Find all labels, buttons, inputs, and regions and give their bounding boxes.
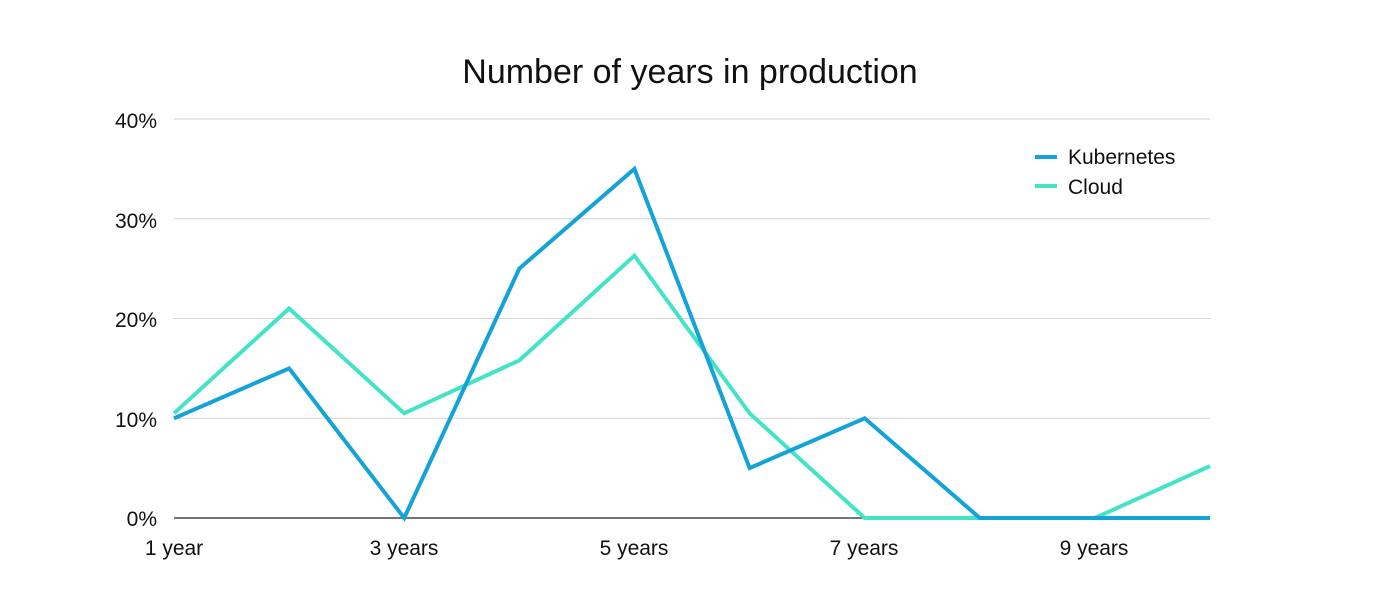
x-tick-label-7-years: 7 years xyxy=(830,537,899,560)
y-tick-label-10: 10% xyxy=(115,409,157,432)
y-tick-label-20: 20% xyxy=(115,309,157,332)
x-tick-label-5-years: 5 years xyxy=(600,537,669,560)
series-lines xyxy=(172,165,1211,522)
series-line-kubernetes xyxy=(173,165,1210,522)
y-tick-label-0: 0% xyxy=(127,508,157,531)
y-tick-label-30: 30% xyxy=(115,210,157,233)
legend-item-cloud: Cloud xyxy=(1035,176,1123,199)
x-tick-label-9-years: 9 years xyxy=(1060,537,1129,560)
chart-title: Number of years in production xyxy=(462,53,917,91)
series-line-cloud xyxy=(172,252,1211,520)
legend-item-kubernetes: Kubernetes xyxy=(1035,146,1175,169)
y-axis-labels: 0% 10% 20% 30% 40% xyxy=(115,110,157,531)
y-tick-label-40: 40% xyxy=(115,110,157,133)
legend: Kubernetes Cloud xyxy=(1035,146,1175,199)
legend-label-cloud: Cloud xyxy=(1068,176,1123,199)
grid-lines xyxy=(174,118,1210,519)
legend-label-kubernetes: Kubernetes xyxy=(1068,146,1175,169)
x-tick-label-3-years: 3 years xyxy=(370,537,439,560)
x-tick-label-1-year: 1 year xyxy=(145,537,203,560)
x-axis-labels: 1 year 3 years 5 years 7 years 9 years xyxy=(145,537,1129,560)
